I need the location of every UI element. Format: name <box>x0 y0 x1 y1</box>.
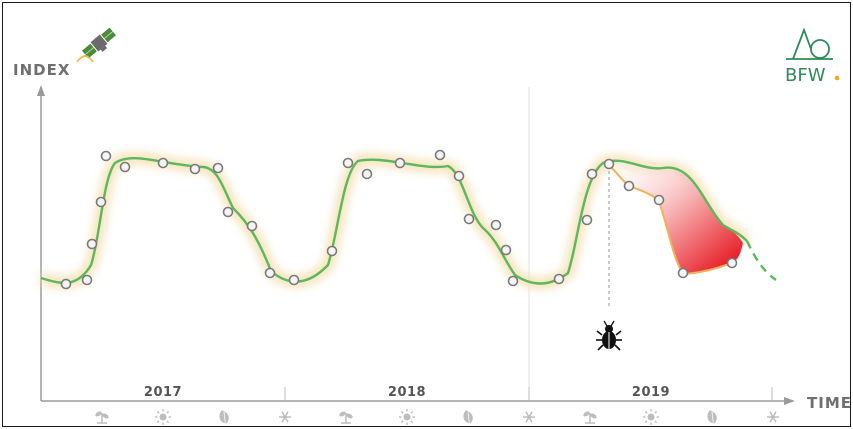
bfw-logo-text: BFW <box>785 65 826 86</box>
bfw-logo-circle <box>810 39 830 59</box>
observation-point <box>60 278 72 290</box>
axes: INDEX TIME 2017 2018 2019 <box>13 61 850 412</box>
spring-icon <box>583 411 597 424</box>
y-axis-arrow <box>37 85 45 96</box>
summer-icon <box>399 409 415 425</box>
observation-point <box>361 168 373 180</box>
y-axis-label: INDEX <box>13 61 70 79</box>
observation-point <box>288 274 300 286</box>
season-icons <box>95 409 779 426</box>
observation-point <box>100 150 112 162</box>
spring-icon <box>339 411 353 424</box>
bark-beetle-icon <box>596 320 622 351</box>
observation-point <box>86 238 98 250</box>
year-label-2019: 2019 <box>632 385 670 400</box>
observation-point <box>119 161 131 173</box>
observation-point <box>623 180 635 192</box>
observation-point <box>726 257 738 269</box>
observation-point <box>603 158 615 170</box>
observation-point <box>586 168 598 180</box>
observation-point <box>653 194 665 206</box>
observation-point <box>246 220 258 232</box>
year-label-2017: 2017 <box>144 385 182 400</box>
spring-icon <box>95 411 109 424</box>
winter-icon <box>767 411 779 423</box>
summer-icon <box>155 409 171 425</box>
year-label-2018: 2018 <box>388 385 426 400</box>
observation-point <box>326 245 338 257</box>
winter-icon <box>523 411 535 423</box>
observation-point <box>264 267 276 279</box>
damage-area <box>609 161 743 274</box>
observation-point <box>212 162 224 174</box>
observation-point <box>553 273 565 285</box>
autumn-icon <box>463 410 473 426</box>
observation-point <box>677 267 689 279</box>
observation-point <box>507 275 519 287</box>
observation-point <box>222 206 234 218</box>
autumn-icon <box>707 410 717 426</box>
observation-point <box>189 163 201 175</box>
index-curve-forecast <box>745 240 777 281</box>
bfw-logo-mark <box>792 27 812 60</box>
satellite-signal-icon <box>76 55 94 63</box>
summer-icon <box>643 409 659 425</box>
observation-point <box>581 214 593 226</box>
bfw-logo: BFW <box>785 27 840 86</box>
observation-point <box>434 149 446 161</box>
observation-point <box>490 219 502 231</box>
x-axis-label: TIME <box>807 394 850 412</box>
observation-point <box>500 244 512 256</box>
observation-point <box>463 213 475 225</box>
satellite-icon <box>81 27 117 59</box>
observation-point <box>157 157 169 169</box>
observation-points <box>60 149 738 290</box>
observation-point <box>81 274 93 286</box>
winter-icon <box>279 411 291 423</box>
bfw-logo-dot <box>834 75 840 81</box>
index-time-diagram: INDEX TIME 2017 2018 2019 <box>13 27 850 426</box>
observation-point <box>453 170 465 182</box>
observation-point <box>342 157 354 169</box>
observation-point <box>394 157 406 169</box>
autumn-icon <box>219 410 229 426</box>
x-axis-arrow <box>784 397 795 405</box>
observation-point <box>95 196 107 208</box>
